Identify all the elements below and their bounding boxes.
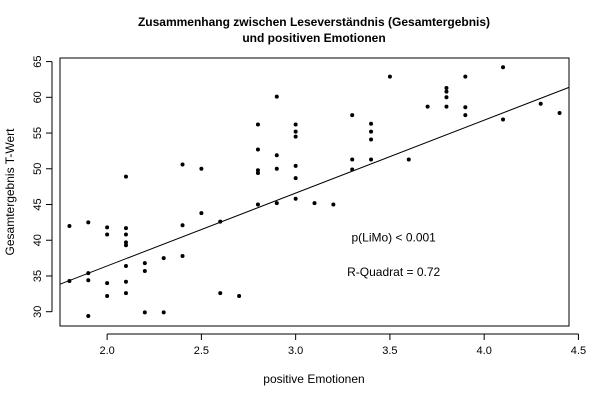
data-point [350, 167, 355, 172]
data-point [105, 225, 110, 230]
annotation-label: p(LiMo) < 0.001 [351, 231, 436, 245]
data-point [293, 122, 298, 127]
data-point [387, 74, 392, 79]
data-point [123, 243, 128, 248]
data-point [293, 176, 298, 181]
data-point [218, 291, 223, 296]
data-point [312, 201, 317, 206]
data-point [463, 105, 468, 110]
data-point [255, 147, 260, 152]
x-axis-label: positive Emotionen [263, 372, 364, 386]
data-point [161, 310, 166, 315]
data-point [123, 174, 128, 179]
data-point [67, 278, 72, 283]
y-tick-label: 35 [32, 270, 44, 282]
data-point [293, 134, 298, 139]
chart-title-line-2: und positiven Emotionen [242, 31, 385, 45]
data-point [293, 196, 298, 201]
y-axis-label: Gesamtergebnis T-Wert [3, 128, 17, 256]
data-point [444, 104, 449, 109]
data-point [444, 89, 449, 94]
data-point [425, 104, 430, 109]
regression-line [59, 86, 570, 285]
x-tick-label: 2.0 [99, 345, 114, 357]
data-point [142, 310, 147, 315]
data-point [105, 232, 110, 237]
data-point [406, 157, 411, 162]
data-point [237, 293, 242, 298]
data-point [255, 171, 260, 176]
data-point [274, 166, 279, 171]
data-point [463, 74, 468, 79]
data-points [67, 65, 562, 318]
data-point [123, 232, 128, 237]
data-point [463, 113, 468, 118]
x-tick-label: 2.5 [194, 345, 209, 357]
x-axis: 2.0 2.5 3.0 3.5 4.0 4.5 [99, 333, 586, 357]
data-point [142, 261, 147, 266]
data-point [180, 253, 185, 258]
plot-frame [59, 57, 570, 327]
data-point [67, 223, 72, 228]
data-point [123, 291, 128, 296]
data-point [161, 256, 166, 261]
data-point [199, 166, 204, 171]
data-point [331, 202, 336, 207]
data-point [123, 240, 128, 245]
y-axis: 30 35 40 45 50 55 60 65 [32, 55, 53, 318]
data-point [369, 129, 374, 134]
data-point [255, 168, 260, 173]
x-tick-label: 4.0 [477, 345, 492, 357]
y-tick-label: 45 [32, 198, 44, 210]
data-point [501, 65, 506, 70]
data-point [293, 163, 298, 168]
data-point [218, 219, 223, 224]
data-point [180, 162, 185, 167]
x-tick-label: 4.5 [571, 345, 586, 357]
annotation-label: R-Quadrat = 0.72 [347, 265, 440, 279]
data-point [369, 137, 374, 142]
x-tick-label: 3.0 [288, 345, 303, 357]
data-point [444, 95, 449, 100]
data-point [180, 223, 185, 228]
data-point [369, 157, 374, 162]
data-point [86, 278, 91, 283]
data-point [369, 121, 374, 126]
y-tick-label: 60 [32, 91, 44, 103]
data-point [105, 293, 110, 298]
data-point [105, 281, 110, 286]
data-point [123, 279, 128, 284]
data-point [123, 226, 128, 231]
data-point [557, 111, 562, 116]
data-point [86, 313, 91, 318]
data-point [123, 263, 128, 268]
regression-line-group [59, 86, 570, 285]
data-point [538, 101, 543, 106]
y-tick-label: 65 [32, 55, 44, 67]
data-point [255, 122, 260, 127]
annotations: p(LiMo) < 0.001 R-Quadrat = 0.72 [347, 231, 440, 279]
data-point [501, 117, 506, 122]
x-tick-label: 3.5 [382, 345, 397, 357]
data-point [274, 201, 279, 206]
data-point [199, 211, 204, 216]
data-point [444, 86, 449, 91]
chart-title-line-1: Zusammenhang zwischen Leseverständnis (G… [138, 15, 490, 29]
data-point [293, 129, 298, 134]
data-point [255, 202, 260, 207]
data-point [86, 220, 91, 225]
data-point [350, 157, 355, 162]
data-point [274, 153, 279, 158]
data-point [142, 268, 147, 273]
y-tick-label: 40 [32, 234, 44, 246]
y-tick-label: 30 [32, 306, 44, 318]
y-tick-label: 55 [32, 127, 44, 139]
y-tick-label: 50 [32, 163, 44, 175]
data-point [274, 94, 279, 99]
data-point [350, 113, 355, 118]
data-point [86, 271, 91, 276]
